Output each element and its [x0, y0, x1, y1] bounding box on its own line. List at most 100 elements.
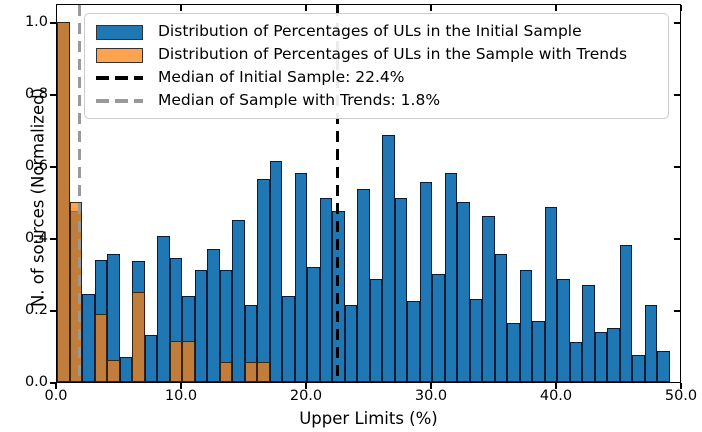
histogram-bar-initial — [644, 305, 657, 382]
tick-mark — [50, 238, 56, 240]
tick-mark — [680, 5, 682, 11]
histogram-bar-initial — [607, 328, 620, 382]
x-tick-label: 40.0 — [539, 388, 573, 404]
histogram-bar-initial — [232, 220, 245, 382]
x-tick-label: 50.0 — [664, 388, 698, 404]
tick-mark — [50, 382, 56, 384]
x-tick-label: 10.0 — [164, 388, 198, 404]
x-axis-label: Upper Limits (%) — [299, 409, 438, 428]
histogram-bar-trends — [94, 314, 107, 382]
legend-label: Distribution of Percentages of ULs in th… — [158, 22, 582, 41]
legend-swatch-orange — [96, 47, 143, 63]
legend: Distribution of Percentages of ULs in th… — [84, 13, 669, 119]
histogram-bar-initial — [582, 285, 595, 382]
legend-gray-dash-icon — [96, 99, 143, 103]
histogram-bar-initial — [457, 202, 470, 382]
legend-item-median-initial: Median of Initial Sample: 22.4% — [96, 67, 658, 89]
tick-mark — [680, 383, 682, 389]
y-tick-label: 0.8 — [24, 86, 48, 102]
histogram-bar-trends — [244, 362, 257, 382]
histogram-bar-initial — [307, 267, 320, 382]
tick-mark — [674, 94, 680, 96]
histogram-bar-initial — [407, 301, 420, 382]
histogram-bar-initial — [619, 245, 632, 382]
legend-label: Median of Sample with Trends: 1.8% — [158, 91, 441, 110]
y-tick-label: 1.0 — [24, 14, 48, 30]
x-tick-label: 20.0 — [289, 388, 323, 404]
histogram-bar-initial — [269, 161, 282, 382]
histogram-bar-initial — [432, 274, 445, 382]
histogram-bar-initial — [482, 216, 495, 382]
histogram-bar-initial — [557, 279, 570, 382]
histogram-bar-initial — [519, 270, 532, 382]
tick-mark — [50, 310, 56, 312]
tick-mark — [674, 22, 680, 24]
histogram-bar-initial — [382, 135, 395, 382]
tick-mark — [674, 310, 680, 312]
histogram-bar-initial — [119, 357, 132, 382]
tick-mark — [555, 383, 557, 389]
y-tick-label: 0.6 — [24, 158, 48, 174]
tick-mark — [305, 383, 307, 389]
histogram-bar-trends — [219, 362, 232, 382]
histogram-bar-initial — [257, 179, 270, 382]
tick-mark — [50, 166, 56, 168]
histogram-bar-initial — [569, 342, 582, 382]
legend-item-sample-with-trends: Distribution of Percentages of ULs in th… — [96, 44, 658, 66]
histogram-bar-initial — [294, 173, 307, 382]
histogram-bar-initial — [319, 198, 332, 382]
tick-mark — [674, 166, 680, 168]
histogram-bar-initial — [532, 321, 545, 382]
histogram-bar-initial — [144, 335, 157, 382]
histogram-bar-initial — [632, 355, 645, 382]
histogram-bar-trends — [257, 362, 270, 382]
histogram-bar-initial — [444, 173, 457, 382]
histogram-bar-initial — [394, 198, 407, 382]
legend-label: Median of Initial Sample: 22.4% — [158, 68, 405, 87]
histogram-bar-trends — [182, 341, 195, 382]
histogram-bar-initial — [282, 296, 295, 382]
histogram-bar-trends — [169, 341, 182, 382]
median-line — [335, 5, 339, 382]
histogram-bar-initial — [82, 294, 95, 382]
tick-mark — [305, 5, 307, 11]
tick-mark — [50, 22, 56, 24]
histogram-bar-initial — [419, 182, 432, 382]
histogram-bar-initial — [344, 305, 357, 382]
legend-item-initial-sample: Distribution of Percentages of ULs in th… — [96, 21, 658, 43]
histogram-bar-trends — [132, 292, 145, 382]
histogram-bar-initial — [194, 270, 207, 382]
histogram-bar-initial — [369, 279, 382, 382]
histogram-bar-initial — [357, 189, 370, 382]
tick-mark — [50, 94, 56, 96]
bars-layer — [57, 5, 680, 382]
histogram-bar-trends — [57, 22, 70, 382]
x-tick-label: 30.0 — [414, 388, 448, 404]
tick-mark — [55, 383, 57, 389]
histogram-bar-initial — [157, 236, 170, 382]
histogram-bar-initial — [469, 299, 482, 382]
tick-mark — [430, 383, 432, 389]
legend-swatch-blue — [96, 24, 143, 40]
legend-item-median-trends: Median of Sample with Trends: 1.8% — [96, 90, 658, 112]
median-line — [78, 5, 81, 382]
histogram-bar-initial — [657, 351, 670, 382]
tick-mark — [180, 383, 182, 389]
legend-black-dash-icon — [96, 76, 143, 80]
tick-mark — [674, 238, 680, 240]
histogram-bar-trends — [107, 360, 120, 382]
y-tick-label: 0.2 — [24, 302, 48, 318]
tick-mark — [180, 5, 182, 11]
y-axis-label: N. of sources (Normalized) — [28, 87, 48, 308]
tick-mark — [430, 5, 432, 11]
histogram-bar-initial — [544, 207, 557, 382]
y-tick-label: 0.0 — [24, 374, 48, 390]
y-tick-label: 0.4 — [24, 230, 48, 246]
histogram-bar-initial — [507, 323, 520, 382]
tick-mark — [555, 5, 557, 11]
histogram-bar-initial — [494, 254, 507, 382]
legend-label: Distribution of Percentages of ULs in th… — [158, 45, 628, 64]
histogram-bar-initial — [594, 332, 607, 382]
histogram-bar-initial — [207, 249, 220, 382]
